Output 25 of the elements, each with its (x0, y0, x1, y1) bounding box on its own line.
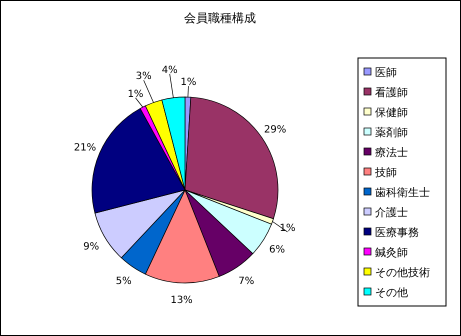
legend-label: その他 (375, 286, 408, 299)
data-label: 4% (162, 64, 178, 76)
data-label: 6% (269, 244, 285, 256)
legend-label: 鍼灸師 (375, 246, 408, 259)
chart-title: 会員職種構成 (184, 11, 256, 25)
legend-label: 医師 (375, 66, 397, 79)
legend-label: 薬剤師 (375, 126, 408, 139)
legend-label: その他技術 (375, 266, 430, 279)
legend-label: 技師 (374, 166, 397, 179)
legend-label: 歯科衛生士 (375, 186, 430, 199)
data-label: 21% (74, 142, 96, 154)
data-label: 1% (180, 77, 196, 88)
data-label: 5% (116, 276, 132, 288)
legend-label: 療法士 (375, 146, 408, 159)
legend-label: 看護師 (375, 86, 408, 99)
data-label: 7% (238, 276, 254, 288)
data-label: 1% (280, 222, 296, 234)
data-label: 3% (136, 71, 152, 82)
data-label: 29% (264, 124, 286, 136)
legend-label: 医療事務 (375, 226, 419, 239)
data-label: 13% (170, 294, 193, 306)
data-label: 9% (83, 241, 100, 252)
legend-label: 保健師 (375, 106, 408, 119)
data-label: 1% (128, 88, 144, 100)
legend-label: 介護士 (375, 206, 408, 219)
